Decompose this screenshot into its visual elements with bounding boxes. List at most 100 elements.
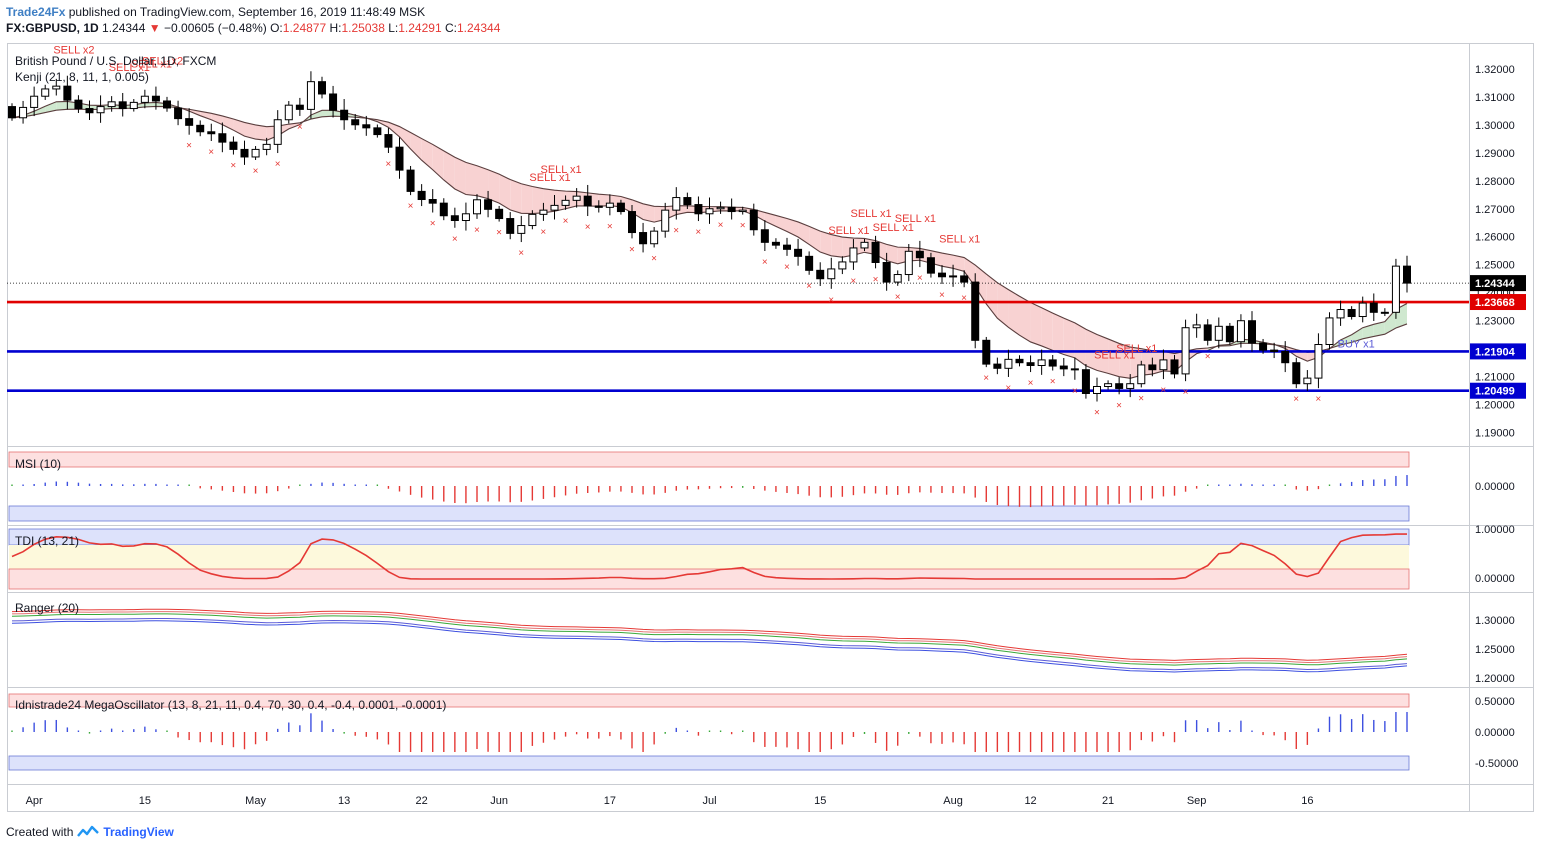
candle-body xyxy=(1159,359,1168,371)
candle-body xyxy=(1303,377,1312,385)
publisher-name[interactable]: Trade24Fx xyxy=(6,5,66,19)
price-tick-label: 1.30000 xyxy=(1475,120,1515,132)
candle-body xyxy=(185,118,194,126)
candle-body xyxy=(362,124,371,129)
tdi-mid-zone xyxy=(9,545,1409,569)
msi-label[interactable]: MSI (10) xyxy=(15,457,61,471)
sell-marker-icon: × xyxy=(607,221,613,232)
kenji-indicator-label[interactable]: Kenji (21, 8, 11, 1, 0.005) xyxy=(15,70,149,84)
sell-marker-icon: × xyxy=(740,221,746,232)
candle-body xyxy=(926,257,935,274)
sell-marker-icon: × xyxy=(585,222,591,233)
candle-body xyxy=(406,169,415,192)
candle-body xyxy=(129,101,138,110)
sell-signal-label: SELL x1 xyxy=(851,208,892,220)
candle-body xyxy=(306,81,315,110)
candle-body xyxy=(85,108,94,114)
ranger-line xyxy=(11,611,1408,664)
candle-body xyxy=(1236,320,1245,343)
candle-body xyxy=(1192,324,1201,329)
ranger-tick-3: 1.20000 xyxy=(1475,673,1515,685)
time-tick-label: Jun xyxy=(490,795,508,807)
tdi-line xyxy=(11,533,1407,580)
sell-marker-icon: × xyxy=(850,276,856,287)
footer: Created with TradingView xyxy=(6,822,174,842)
candle-body xyxy=(1059,365,1068,370)
candle-body xyxy=(1181,327,1190,375)
candle-body xyxy=(672,197,681,211)
time-tick-label: 12 xyxy=(1024,795,1036,807)
candle-body xyxy=(8,106,16,119)
candle-body xyxy=(694,204,703,215)
candle-body xyxy=(284,104,293,121)
candle-body xyxy=(583,195,592,207)
price-tick-label: 1.25000 xyxy=(1475,260,1515,272)
candle-body xyxy=(63,85,72,101)
last-price: 1.24344 xyxy=(102,21,146,35)
time-tick-label: 21 xyxy=(1102,795,1114,807)
sell-marker-icon: × xyxy=(961,293,967,304)
tradingview-logo-icon[interactable] xyxy=(77,825,100,839)
kenji-cloud-segment xyxy=(488,169,500,204)
candle-body xyxy=(1248,320,1256,344)
sell-marker-icon: × xyxy=(1138,393,1144,404)
kenji-cloud-segment xyxy=(632,199,644,220)
horizontal-lines[interactable] xyxy=(7,282,1469,393)
sell-marker-icon: × xyxy=(430,219,436,230)
time-tick-label: Jul xyxy=(702,795,716,807)
candle-body xyxy=(982,339,991,365)
sell-signal-label: SELL x1 xyxy=(529,172,570,184)
candle-body xyxy=(639,232,648,245)
sell-marker-icon: × xyxy=(518,248,524,259)
price-labels: 1.23668 1.21904 1.20499 1.24344 xyxy=(1470,275,1526,399)
sell-marker-icon: × xyxy=(275,159,281,170)
candle-body xyxy=(1115,383,1124,389)
chart-svg[interactable]: 1.190001.200001.210001.220001.230001.240… xyxy=(7,43,1534,812)
time-tick-label: Aug xyxy=(943,795,963,807)
candle-body xyxy=(450,215,459,222)
tdi-upper-zone xyxy=(8,528,1410,546)
sell-signal-label: SELL x1 xyxy=(131,59,172,71)
candle-body xyxy=(484,199,493,210)
candle-body xyxy=(938,272,946,278)
candle-body xyxy=(849,247,858,263)
ranger-label[interactable]: Ranger (20) xyxy=(15,601,79,615)
kenji-cloud-segment xyxy=(477,165,489,199)
candle-body xyxy=(860,241,869,249)
sell-signal-label: SELL x1 xyxy=(541,164,582,176)
candle-body xyxy=(1380,311,1389,314)
candle-body xyxy=(960,275,969,283)
candle-body xyxy=(827,268,836,280)
price-tick-label: 1.23000 xyxy=(1475,316,1515,328)
kenji-cloud-segment xyxy=(255,124,267,141)
candle-body xyxy=(971,281,980,341)
sell-marker-icon: × xyxy=(1315,394,1321,405)
time-tick-label: 15 xyxy=(814,795,826,807)
time-axis: Apr 15 May 13 22 Jun 17 Jul 15 Aug 12 21 Sep 16 xyxy=(26,795,1314,807)
price-tick-label: 1.19000 xyxy=(1475,428,1515,440)
sell-marker-icon: × xyxy=(474,225,480,236)
candle-body xyxy=(1026,362,1035,367)
candle-body xyxy=(749,209,758,231)
kenji-cloud-segment xyxy=(1373,321,1385,337)
candle-body xyxy=(1137,364,1146,385)
tdi-label[interactable]: TDI (13, 21) xyxy=(15,534,79,548)
candle-body xyxy=(517,225,526,234)
candle-body xyxy=(572,195,581,201)
tradingview-link[interactable]: TradingView xyxy=(103,825,174,839)
kenji-cloud-segment xyxy=(964,257,976,287)
sell-marker-icon: × xyxy=(784,262,790,273)
kenji-cloud-segment xyxy=(831,234,843,258)
price-tick-label: 1.26000 xyxy=(1475,232,1515,244)
sell-signal-label: SELL x1 xyxy=(939,234,980,246)
mega-label[interactable]: Idnistrade24 MegaOscillator (13, 8, 21, … xyxy=(15,698,446,712)
kenji-cloud-segment xyxy=(432,144,444,180)
chart-title: British Pound / U.S. Dollar, 1D, FXCM xyxy=(15,54,216,68)
candle-body xyxy=(904,250,913,276)
kenji-cloud-segment xyxy=(499,174,511,210)
kenji-cloud-segment xyxy=(1108,338,1120,377)
open-value: 1.24877 xyxy=(282,21,327,35)
sell-marker-icon: × xyxy=(230,161,236,172)
chart-frame[interactable]: 1.190001.200001.210001.220001.230001.240… xyxy=(7,43,1534,812)
candle-body xyxy=(1336,309,1345,319)
